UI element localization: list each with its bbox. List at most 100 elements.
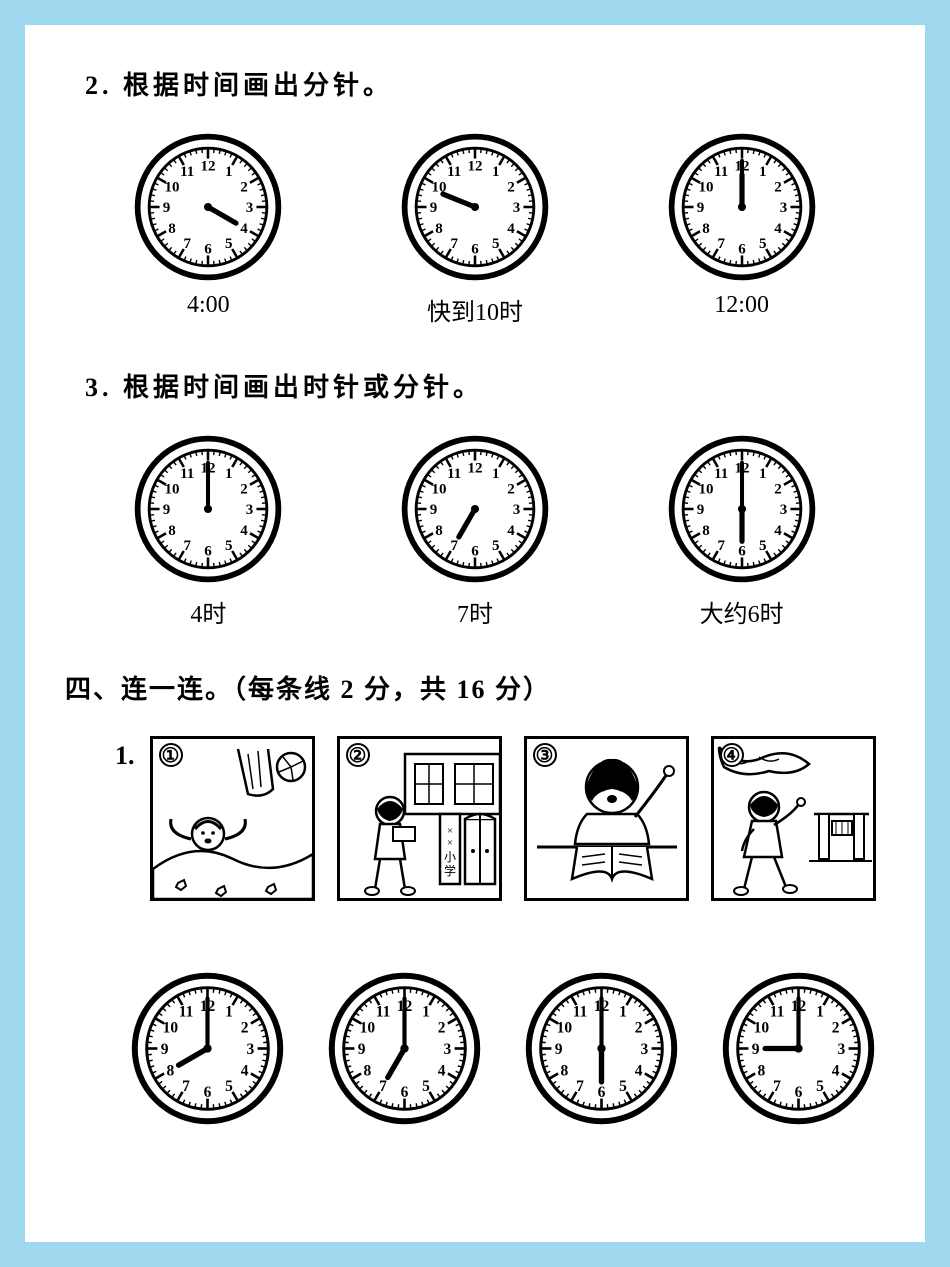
svg-text:4: 4 xyxy=(634,1062,642,1079)
svg-text:4: 4 xyxy=(240,1062,248,1079)
q3-clock-1: 123456789101112 4时 xyxy=(133,434,283,629)
q4-scene-row: ① xyxy=(150,736,876,901)
clock-face: 123456789101112 xyxy=(721,971,876,1126)
svg-text:小: 小 xyxy=(443,850,455,864)
svg-text:×: × xyxy=(446,837,452,849)
svg-text:1: 1 xyxy=(816,1004,824,1021)
q2-clock-1: 123456789101112 4:00 xyxy=(133,132,283,319)
clock-face: 123456789101112 xyxy=(400,434,550,584)
svg-text:1: 1 xyxy=(225,164,233,180)
svg-text:9: 9 xyxy=(163,502,171,518)
svg-text:3: 3 xyxy=(246,200,254,216)
svg-text:6: 6 xyxy=(471,242,479,258)
svg-text:11: 11 xyxy=(572,1004,587,1021)
svg-text:5: 5 xyxy=(225,1078,233,1095)
q4-scene-wrap: 1. ① xyxy=(55,736,895,971)
svg-text:2: 2 xyxy=(774,179,782,195)
svg-text:7: 7 xyxy=(184,236,192,252)
svg-text:6: 6 xyxy=(738,242,746,258)
svg-text:11: 11 xyxy=(447,466,461,482)
q2-title: 2. 根据时间画出分针。 xyxy=(85,65,895,102)
page-border: 2. 根据时间画出分针。 123456789101112 4:00 123456… xyxy=(0,0,950,1267)
svg-text:3: 3 xyxy=(513,502,521,518)
svg-text:3: 3 xyxy=(513,200,521,216)
clock-label: 4时 xyxy=(190,594,226,629)
clock-label: 7时 xyxy=(457,594,493,629)
scene-id: ④ xyxy=(720,743,744,767)
svg-text:4: 4 xyxy=(507,523,515,539)
q2-clock-row: 123456789101112 4:00 123456789101112 快到1… xyxy=(75,132,875,327)
svg-text:8: 8 xyxy=(560,1062,568,1079)
svg-text:4: 4 xyxy=(437,1062,445,1079)
svg-text:3: 3 xyxy=(837,1041,845,1058)
svg-text:9: 9 xyxy=(430,502,438,518)
svg-text:1: 1 xyxy=(422,1004,430,1021)
clock-label: 12:00 xyxy=(714,292,769,319)
svg-text:7: 7 xyxy=(379,1078,387,1095)
svg-text:1: 1 xyxy=(225,466,233,482)
svg-text:10: 10 xyxy=(698,179,713,195)
svg-text:12: 12 xyxy=(467,461,482,477)
svg-text:6: 6 xyxy=(203,1084,211,1101)
clock-face: 123456789101112 xyxy=(524,971,679,1126)
svg-text:7: 7 xyxy=(717,236,725,252)
svg-text:1: 1 xyxy=(225,1004,233,1021)
q3-clock-3: 123456789101112 大约6时 xyxy=(667,434,817,629)
svg-text:11: 11 xyxy=(180,164,194,180)
svg-text:6: 6 xyxy=(471,544,479,560)
clock-face: 123456789101112 xyxy=(667,132,817,282)
svg-text:学: 学 xyxy=(443,863,455,878)
svg-text:5: 5 xyxy=(619,1078,627,1095)
svg-text:9: 9 xyxy=(163,200,171,216)
svg-text:9: 9 xyxy=(430,200,438,216)
svg-text:6: 6 xyxy=(738,544,746,560)
scene-4: ④ xyxy=(711,736,876,901)
clock-label: 4:00 xyxy=(187,292,230,319)
svg-text:5: 5 xyxy=(225,538,233,554)
scene-2: ② × × 小 学 xyxy=(337,736,502,901)
clock-label: 快到10时 xyxy=(427,292,523,327)
svg-text:9: 9 xyxy=(696,200,704,216)
svg-text:1: 1 xyxy=(619,1004,627,1021)
scene-id: ① xyxy=(159,743,183,767)
svg-text:11: 11 xyxy=(447,164,461,180)
svg-text:9: 9 xyxy=(751,1041,759,1058)
clock-face: 123456789101112 xyxy=(130,971,285,1126)
svg-text:4: 4 xyxy=(241,221,249,237)
svg-text:10: 10 xyxy=(753,1019,769,1036)
svg-text:10: 10 xyxy=(165,481,180,497)
svg-text:9: 9 xyxy=(554,1041,562,1058)
svg-text:2: 2 xyxy=(437,1019,445,1036)
svg-text:×: × xyxy=(446,825,452,837)
svg-text:7: 7 xyxy=(182,1078,190,1095)
svg-text:11: 11 xyxy=(180,466,194,482)
svg-text:8: 8 xyxy=(757,1062,765,1079)
svg-text:12: 12 xyxy=(467,159,482,175)
svg-text:3: 3 xyxy=(443,1041,451,1058)
svg-text:11: 11 xyxy=(178,1004,193,1021)
svg-text:10: 10 xyxy=(432,481,447,497)
svg-text:1: 1 xyxy=(759,164,767,180)
q3-title: 3. 根据时间画出时针或分针。 xyxy=(85,367,895,404)
svg-text:1: 1 xyxy=(759,466,767,482)
svg-text:5: 5 xyxy=(759,236,767,252)
svg-text:2: 2 xyxy=(634,1019,642,1036)
svg-text:6: 6 xyxy=(794,1084,802,1101)
clock-face: 123456789101112 xyxy=(667,434,817,584)
scene-id: ② xyxy=(346,743,370,767)
svg-text:1: 1 xyxy=(492,466,500,482)
svg-text:6: 6 xyxy=(205,242,213,258)
svg-text:5: 5 xyxy=(422,1078,430,1095)
svg-text:4: 4 xyxy=(507,221,515,237)
svg-text:10: 10 xyxy=(162,1019,178,1036)
svg-text:2: 2 xyxy=(831,1019,839,1036)
svg-text:8: 8 xyxy=(169,523,177,539)
q4-clock-row: 123456789101112 123456789101112 12345678… xyxy=(110,971,895,1126)
clock-label: 大约6时 xyxy=(700,594,784,629)
svg-text:3: 3 xyxy=(246,1041,254,1058)
clock-face: 123456789101112 xyxy=(327,971,482,1126)
svg-text:11: 11 xyxy=(769,1004,784,1021)
svg-text:7: 7 xyxy=(450,538,458,554)
svg-text:9: 9 xyxy=(160,1041,168,1058)
svg-text:4: 4 xyxy=(774,523,782,539)
